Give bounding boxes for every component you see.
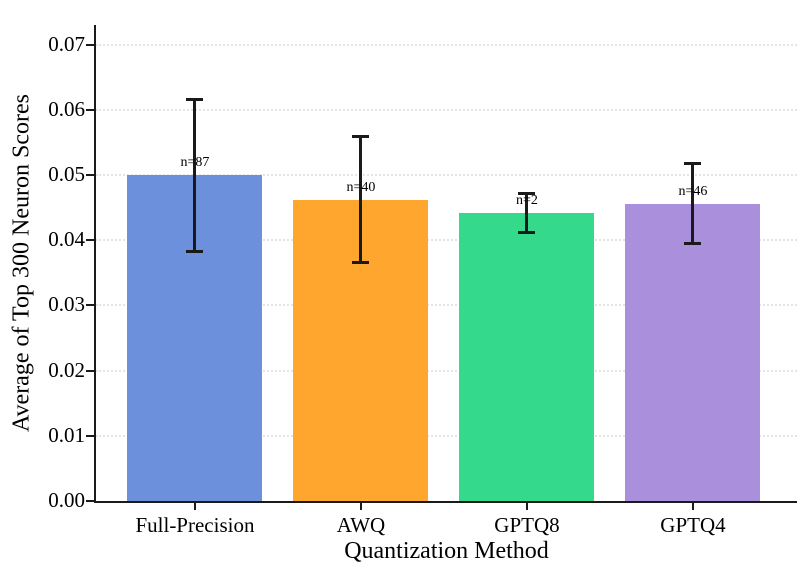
error-bar-cap	[186, 249, 204, 253]
x-tick-mark	[193, 503, 196, 510]
error-bar-cap	[684, 241, 702, 245]
error-bar	[691, 163, 695, 244]
y-axis-title: Average of Top 300 Neuron Scores	[8, 93, 35, 433]
x-tick-label: Full-Precision	[135, 513, 255, 537]
y-tick-label: 0.00	[48, 488, 85, 512]
plot-area: 0.00 0.01 0.02 0.03 0.04 0.05 0.06 0.07 n=87 Full…	[48, 25, 797, 536]
x-tick-label: GPTQ4	[660, 513, 726, 537]
bar-gptq8	[459, 213, 595, 501]
bar-count-annotation: n=87	[180, 154, 210, 170]
error-bar-cap	[186, 97, 204, 101]
error-bar	[359, 136, 363, 263]
y-tick-mark	[86, 434, 94, 437]
gridline	[96, 108, 797, 111]
gridline	[96, 434, 797, 437]
x-axis-title: Quantization Method	[344, 538, 549, 564]
error-bar-cap	[518, 191, 536, 195]
y-tick-label: 0.05	[48, 161, 85, 186]
x-tick-label: AWQ	[336, 513, 386, 537]
error-bar-cap	[684, 161, 702, 165]
y-tick-label: 0.01	[48, 422, 85, 447]
error-bar-cap	[352, 135, 370, 139]
y-tick-label: 0.07	[48, 31, 85, 56]
x-tick-mark	[691, 503, 694, 510]
gridline	[96, 43, 797, 46]
error-bar	[525, 193, 529, 233]
y-tick-label: 0.04	[48, 227, 85, 252]
y-tick-label: 0.06	[48, 96, 85, 121]
y-tick-label: 0.02	[48, 357, 85, 382]
y-tick-label: 0.03	[48, 292, 85, 317]
y-tick-mark	[86, 239, 94, 242]
bar-count-annotation: n=46	[678, 183, 708, 199]
x-tick-mark	[359, 503, 362, 510]
gridline	[96, 369, 797, 372]
y-tick-mark	[86, 43, 94, 46]
gridline	[96, 304, 797, 307]
y-tick-mark	[86, 304, 94, 307]
error-bar-cap	[518, 230, 536, 234]
x-tick-mark	[525, 503, 528, 510]
error-bar	[193, 99, 197, 252]
bar-gptq4	[625, 203, 761, 501]
gridline	[96, 239, 797, 242]
error-bar-cap	[352, 260, 370, 264]
x-tick-label: GPTQ8	[494, 513, 560, 537]
bar-count-annotation: n=40	[346, 179, 376, 195]
y-tick-mark	[86, 500, 94, 502]
gridline	[96, 173, 797, 176]
y-tick-mark	[86, 108, 94, 111]
y-tick-mark	[86, 369, 94, 372]
bar-count-annotation: n=2	[516, 193, 538, 209]
y-tick-mark	[86, 173, 94, 176]
